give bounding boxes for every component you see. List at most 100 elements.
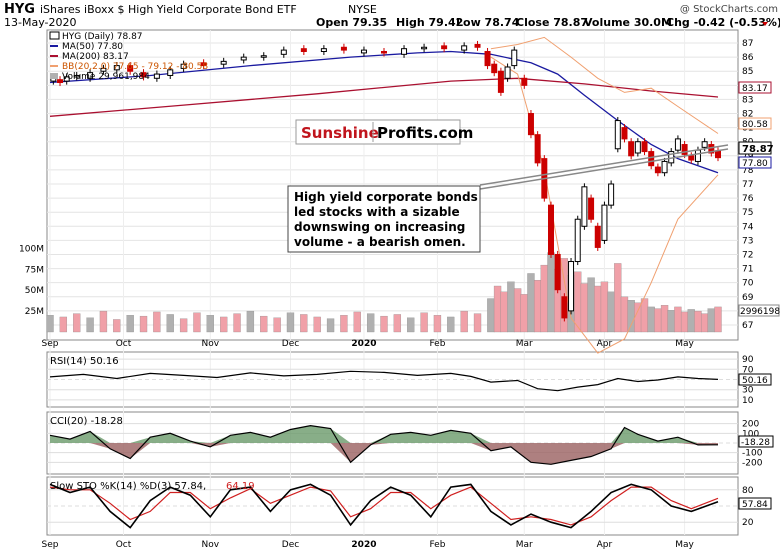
volume-bar bbox=[647, 306, 655, 333]
candle-body bbox=[260, 55, 267, 58]
candle-body bbox=[484, 51, 491, 67]
candle-body bbox=[648, 151, 655, 167]
overlay-lines bbox=[49, 36, 719, 354]
volume-bar bbox=[353, 311, 361, 333]
watermark-box bbox=[295, 119, 461, 145]
tag-ma50: 77.80 bbox=[742, 159, 768, 169]
volume-bar bbox=[273, 317, 281, 333]
close-value: Close 78.87 bbox=[516, 16, 588, 29]
price-tick-label: 67 bbox=[742, 321, 753, 331]
x-tick-label-price: Apr bbox=[597, 339, 613, 349]
volume-bar bbox=[139, 315, 148, 333]
legend-bb: BB(20,2.0) 77.65 - 79.12 - 80.58 bbox=[62, 62, 208, 72]
annotation-line-2: led stocks with a sizable bbox=[294, 205, 460, 219]
tag-volume: 29961984 bbox=[740, 307, 780, 317]
volume-bar bbox=[179, 318, 188, 333]
candle-body bbox=[421, 46, 428, 50]
x-tick-label-bottom: Nov bbox=[202, 540, 220, 550]
volume-bar bbox=[587, 277, 595, 333]
price-tick-label: 87 bbox=[742, 39, 753, 49]
x-tick-label-bottom: Apr bbox=[597, 540, 613, 550]
price-tick-label: 77 bbox=[742, 180, 753, 190]
watermark-logo: Sunshine Profits.com bbox=[295, 119, 473, 145]
sto-d-tick-label: 20 bbox=[742, 518, 754, 528]
cci-positive-fill bbox=[50, 425, 718, 443]
volume-bar bbox=[99, 310, 108, 333]
tag-ma200: 83.17 bbox=[742, 84, 768, 94]
volume-value: Volume 30.0M bbox=[584, 16, 672, 29]
candle-body bbox=[715, 150, 721, 159]
candle-body bbox=[688, 155, 695, 161]
price-tick-label: 74 bbox=[742, 222, 754, 232]
price-legend: HYG (Daily) 78.87 MA(50) 77.80 MA(200) 8… bbox=[49, 31, 208, 82]
price-tick-label: 69 bbox=[742, 293, 754, 303]
volume-bar bbox=[680, 311, 689, 333]
price-panel bbox=[46, 29, 739, 341]
candle-body bbox=[360, 49, 367, 54]
volume-bar bbox=[513, 288, 522, 333]
x-tick-label-bottom: Dec bbox=[282, 540, 299, 550]
candle-body bbox=[491, 63, 498, 74]
tag-bb-box bbox=[738, 117, 772, 130]
volume-tick-label: 25M bbox=[25, 307, 44, 317]
ticker-symbol: HYG bbox=[4, 2, 35, 17]
candle-body bbox=[608, 183, 615, 206]
candle-body bbox=[574, 218, 581, 263]
legend-hyg: HYG (Daily) 78.87 bbox=[62, 32, 143, 42]
candle-body bbox=[511, 49, 518, 67]
volume-bar bbox=[520, 294, 528, 333]
candle-body bbox=[57, 79, 64, 84]
candle-body bbox=[153, 73, 160, 79]
watermark-right: Profits.com bbox=[377, 124, 473, 142]
sto-label: Slow STO %K(14) %D(3) 57.84, bbox=[50, 481, 206, 492]
x-tick-label-price: Nov bbox=[202, 339, 220, 349]
rsi-tag-box bbox=[738, 373, 772, 386]
candle-body bbox=[521, 77, 528, 86]
x-tick-label-price: May bbox=[675, 339, 694, 349]
high-value: High 79.42 bbox=[396, 16, 463, 29]
candle-body bbox=[654, 166, 661, 174]
volume-bar bbox=[640, 298, 649, 333]
volume-bar bbox=[594, 285, 602, 333]
candle-body bbox=[554, 253, 561, 291]
down-arrow-icon bbox=[762, 22, 768, 26]
volume-bar bbox=[366, 313, 375, 333]
x-tick-label-bottom: Mar bbox=[516, 540, 533, 550]
volume-bar bbox=[654, 308, 662, 333]
support-line-upper bbox=[479, 144, 729, 186]
change-value: Chg -0.42 (-0.53%) bbox=[666, 16, 780, 29]
volume-bar bbox=[707, 308, 715, 333]
volume-bar bbox=[500, 291, 508, 333]
x-tick-label-bottom: 2020 bbox=[351, 540, 376, 550]
price-tick-label: 70 bbox=[742, 279, 754, 289]
candle-body bbox=[73, 74, 80, 78]
price-tick-label: 78 bbox=[742, 166, 754, 176]
volume-tick-label: 50M bbox=[25, 286, 44, 296]
x-tick-label-price: Mar bbox=[516, 339, 533, 349]
rsi-tag: 50.16 bbox=[742, 376, 768, 386]
grid-lines bbox=[47, 30, 738, 535]
price-tick-label: 75 bbox=[742, 208, 753, 218]
volume-bar bbox=[634, 302, 642, 333]
volume-bar bbox=[166, 314, 174, 333]
volume-bar bbox=[527, 273, 535, 333]
x-tick-label-bottom: Sep bbox=[42, 540, 59, 550]
candle-body bbox=[497, 70, 504, 93]
price-tick-label: 72 bbox=[742, 250, 753, 260]
volume-bar bbox=[420, 312, 428, 333]
volume-bar bbox=[620, 296, 629, 333]
volume-bar bbox=[326, 318, 335, 333]
volume-bar bbox=[313, 316, 321, 333]
tag-close-box bbox=[738, 141, 772, 155]
tag-ma200-box bbox=[738, 81, 772, 94]
price-tags: 83.17 80.58 78.87 77.80 29961984 bbox=[738, 81, 780, 317]
volume-bar bbox=[694, 310, 702, 333]
volume-tick-label: 75M bbox=[25, 265, 44, 275]
sto-k-line bbox=[49, 483, 719, 529]
candle-body bbox=[634, 141, 641, 154]
volume-bar bbox=[660, 305, 669, 333]
volume-bar bbox=[580, 283, 589, 333]
candle-body bbox=[527, 113, 534, 136]
candle-body bbox=[548, 204, 554, 255]
